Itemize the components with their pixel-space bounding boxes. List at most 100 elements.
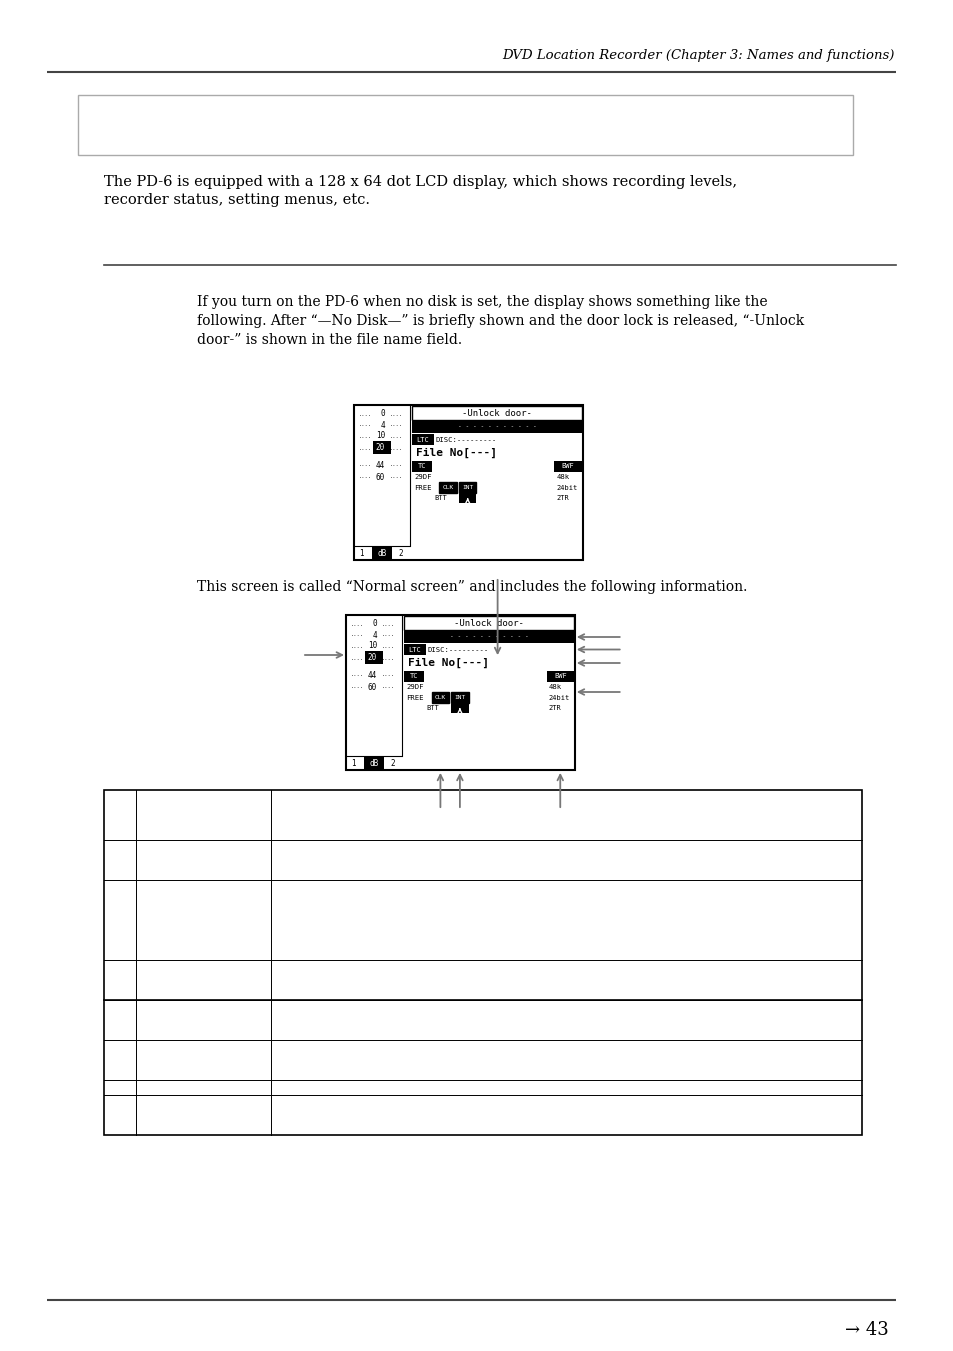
Text: ....: ....: [351, 685, 363, 689]
Text: 1: 1: [351, 758, 355, 767]
Text: 10: 10: [368, 642, 376, 650]
Text: 20: 20: [375, 443, 384, 453]
Text: FREE: FREE: [406, 694, 423, 701]
Bar: [439, 482, 456, 493]
Text: ....: ....: [381, 621, 395, 627]
Text: 20: 20: [375, 443, 384, 453]
Text: dB: dB: [369, 758, 378, 767]
Text: The PD-6 is equipped with a 128 x 64 dot LCD display, which shows recording leve: The PD-6 is equipped with a 128 x 64 dot…: [104, 176, 737, 208]
Text: TC: TC: [410, 674, 418, 680]
Bar: [412, 407, 581, 420]
Bar: [346, 615, 575, 770]
Bar: [458, 482, 476, 493]
Text: BTT: BTT: [426, 705, 439, 712]
Text: ....: ....: [358, 423, 371, 427]
Bar: [404, 631, 574, 643]
Bar: [412, 422, 581, 434]
Text: ....: ....: [358, 462, 371, 467]
Text: ....: ....: [351, 655, 363, 661]
Bar: [354, 405, 582, 561]
Text: 4: 4: [372, 631, 376, 639]
Text: - - - - - - - - - - -: - - - - - - - - - - -: [449, 635, 528, 639]
Text: ....: ....: [390, 462, 402, 467]
Text: ....: ....: [351, 643, 363, 648]
Text: 0: 0: [372, 620, 376, 628]
Bar: [451, 704, 468, 713]
Text: ....: ....: [381, 673, 395, 677]
Bar: [412, 434, 434, 444]
Text: ....: ....: [390, 412, 402, 416]
Text: CLK: CLK: [435, 694, 446, 700]
Text: 2: 2: [397, 549, 402, 558]
Bar: [458, 494, 476, 503]
Text: 20: 20: [368, 654, 376, 662]
Text: 44: 44: [368, 670, 376, 680]
Text: 24bit: 24bit: [556, 485, 577, 490]
Text: INT: INT: [461, 485, 473, 490]
Text: - - - - - - - - - - -: - - - - - - - - - - -: [457, 424, 536, 430]
Bar: [364, 757, 383, 769]
Bar: [554, 461, 581, 471]
Text: ....: ....: [381, 632, 395, 638]
Text: ....: ....: [390, 446, 402, 450]
Text: ....: ....: [381, 685, 395, 689]
Text: ....: ....: [390, 434, 402, 439]
Text: -Unlock door-: -Unlock door-: [461, 408, 532, 417]
Text: dB: dB: [369, 758, 378, 767]
Text: File No[---]: File No[---]: [416, 449, 497, 458]
Text: 2TR: 2TR: [556, 496, 569, 501]
Text: FREE: FREE: [414, 485, 431, 490]
Text: 2: 2: [390, 758, 395, 767]
Text: File No[---]: File No[---]: [408, 658, 489, 669]
Bar: [373, 440, 391, 454]
Bar: [412, 461, 431, 471]
Text: DVD Location Recorder (Chapter 3: Names and functions): DVD Location Recorder (Chapter 3: Names …: [501, 49, 894, 62]
Text: dB: dB: [377, 549, 386, 558]
Text: 44: 44: [375, 461, 384, 470]
Text: LTC: LTC: [416, 436, 429, 443]
Text: BWF: BWF: [561, 463, 574, 470]
Bar: [372, 547, 392, 559]
Bar: [451, 692, 468, 703]
Text: ....: ....: [390, 423, 402, 427]
Text: 1: 1: [358, 549, 363, 558]
Bar: [104, 790, 862, 1135]
Text: TC: TC: [417, 463, 426, 470]
Text: 4: 4: [380, 420, 384, 430]
Text: BWF: BWF: [554, 674, 566, 680]
Text: 24bit: 24bit: [548, 694, 569, 701]
Bar: [365, 651, 382, 663]
Text: 60: 60: [368, 682, 376, 692]
Text: ....: ....: [358, 412, 371, 416]
Text: 29DF: 29DF: [414, 474, 431, 480]
Text: ....: ....: [358, 446, 371, 450]
Text: ....: ....: [381, 655, 395, 661]
Text: 0: 0: [380, 409, 384, 419]
Text: → 43: → 43: [844, 1321, 887, 1339]
Text: 20: 20: [368, 654, 376, 662]
Bar: [404, 644, 425, 655]
Text: 10: 10: [375, 431, 384, 440]
Text: BTT: BTT: [435, 496, 447, 501]
Text: DISC:---------: DISC:---------: [427, 647, 489, 653]
Text: ....: ....: [351, 632, 363, 638]
Text: DISC:---------: DISC:---------: [436, 436, 497, 443]
Text: -Unlock door-: -Unlock door-: [454, 619, 523, 627]
Bar: [546, 671, 574, 682]
Text: dB: dB: [377, 549, 386, 558]
Bar: [404, 616, 574, 630]
Text: ....: ....: [390, 474, 402, 480]
Text: ....: ....: [351, 673, 363, 677]
Text: INT: INT: [454, 694, 465, 700]
Text: ....: ....: [358, 434, 371, 439]
Text: If you turn on the PD-6 when no disk is set, the display shows something like th: If you turn on the PD-6 when no disk is …: [196, 295, 803, 347]
Text: ....: ....: [351, 621, 363, 627]
Text: LTC: LTC: [408, 647, 421, 653]
Bar: [404, 671, 423, 682]
Bar: [78, 95, 852, 155]
Text: ....: ....: [358, 474, 371, 480]
Text: This screen is called “Normal screen” and includes the following information.: This screen is called “Normal screen” an…: [196, 580, 746, 594]
Text: 60: 60: [375, 473, 384, 481]
Text: 29DF: 29DF: [406, 684, 423, 690]
Text: 48k: 48k: [548, 684, 561, 690]
